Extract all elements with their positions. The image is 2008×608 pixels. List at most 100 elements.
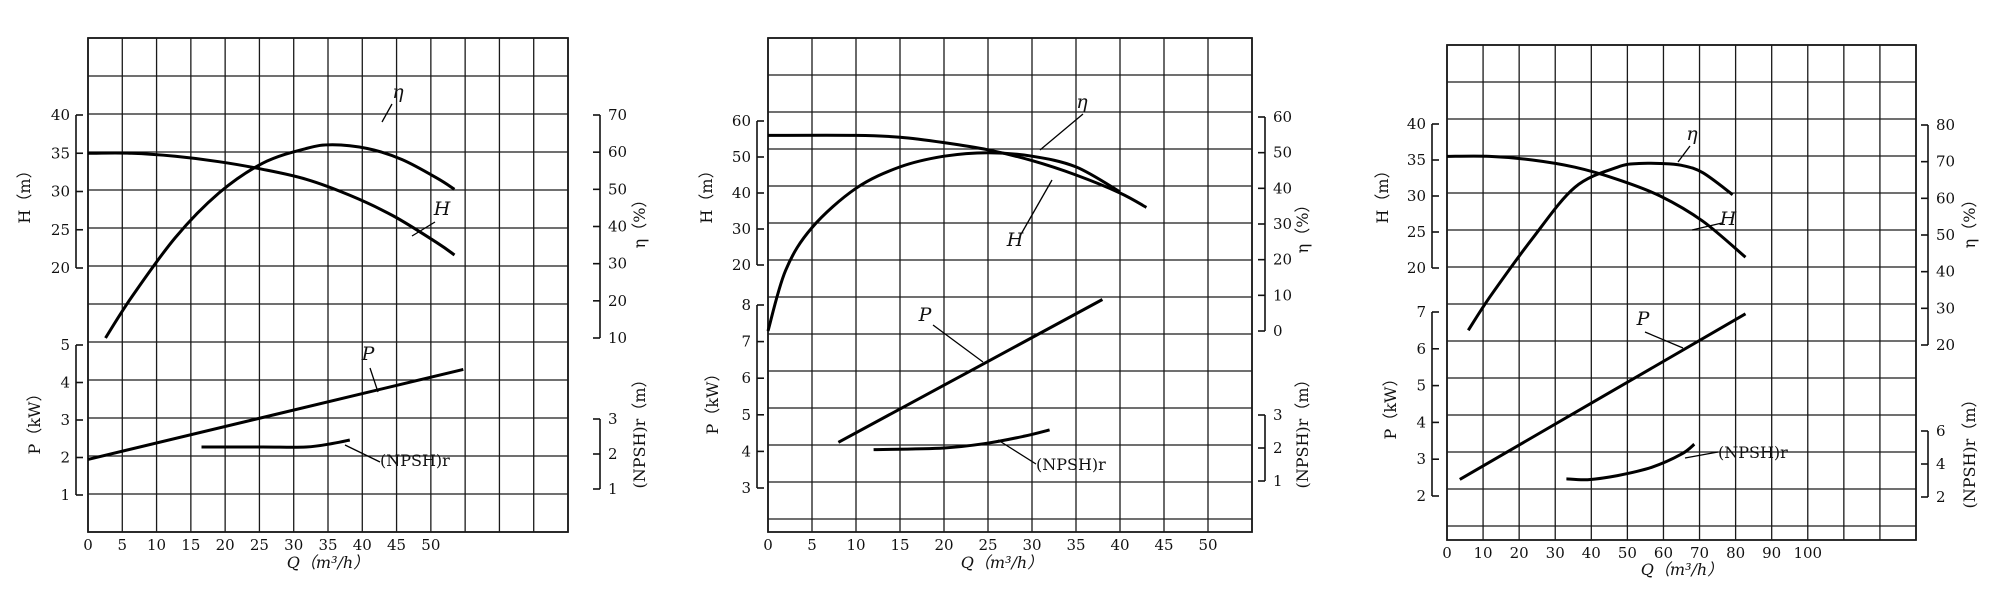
y-tick-label-npsh: 2	[1936, 488, 1946, 506]
x-tick-label: 100	[1793, 544, 1822, 562]
y-tick-label-H: 50	[732, 148, 751, 166]
y-tick-label-npsh: 1	[1273, 472, 1283, 490]
axis-eta	[1921, 124, 1929, 346]
y-tick-label-eta: 70	[1936, 153, 1955, 171]
annotation-leader	[1677, 145, 1691, 163]
y-tick-label-eta: 20	[1936, 336, 1955, 354]
x-tick-label: 40	[1110, 536, 1129, 554]
y-tick-label-H: 35	[1407, 151, 1426, 169]
y-axis-label-eta: η（%）	[1293, 197, 1312, 254]
x-tick-label: 50	[1618, 544, 1637, 562]
y-tick-label-npsh: 4	[1936, 455, 1946, 473]
y-axis-label-H: H（m）	[15, 162, 34, 223]
x-tick-label: 30	[1022, 536, 1041, 554]
series-line-P	[837, 298, 1104, 444]
annotation-leader	[381, 103, 393, 123]
y-tick-label-P: 6	[741, 369, 751, 387]
x-tick-label: 10	[846, 536, 865, 554]
annotation-leader	[1684, 451, 1719, 459]
grid	[1446, 44, 1917, 541]
x-tick-label: 20	[934, 536, 953, 554]
series-label: η	[392, 81, 404, 103]
series-line-P	[1459, 312, 1747, 481]
x-tick-label: 20	[1510, 544, 1529, 562]
x-tick-label: 50	[1198, 536, 1217, 554]
x-tick-label: 0	[1442, 544, 1452, 562]
grid	[87, 37, 569, 533]
series-line-H	[1446, 154, 1747, 259]
series-line-npsh	[201, 438, 351, 449]
x-tick-label: 30	[1546, 544, 1565, 562]
y-tick-label-eta: 30	[608, 255, 627, 273]
y-tick-label-P: 5	[60, 336, 70, 354]
y-tick-label-H: 20	[1407, 259, 1426, 277]
y-tick-label-H: 20	[51, 259, 70, 277]
y-axis-label-P: P（kW）	[25, 386, 44, 455]
y-tick-label-eta: 50	[1936, 226, 1955, 244]
series-line-H	[767, 133, 1148, 209]
y-axis-label-npsh: (NPSH)r（m）	[1293, 372, 1312, 489]
x-tick-label: 10	[147, 536, 166, 554]
series-line-eta	[104, 143, 456, 339]
y-tick-label-eta: 40	[1273, 179, 1292, 197]
series-label: η	[1076, 91, 1088, 113]
series-label: H	[433, 198, 451, 220]
x-tick-label: 40	[353, 536, 372, 554]
axis-H	[1431, 123, 1439, 269]
x-tick-label: 0	[83, 536, 93, 554]
y-tick-label-eta: 20	[608, 292, 627, 310]
annotation-leader	[1644, 331, 1684, 349]
y-tick-label-eta: 50	[608, 180, 627, 198]
axis-P	[1431, 311, 1439, 497]
x-tick-label: 25	[250, 536, 269, 554]
y-tick-label-H: 35	[51, 144, 70, 162]
y-tick-label-npsh: 2	[608, 445, 618, 463]
y-tick-label-H: 25	[1407, 223, 1426, 241]
y-tick-label-P: 7	[1416, 303, 1426, 321]
y-tick-label-eta: 80	[1936, 116, 1955, 134]
chart-panel-1: 0 5 10 15 20 25 30 35 40 45 50Q（m³/h）2025303540H（m…	[15, 37, 649, 572]
axis-npsh	[1921, 430, 1929, 498]
chart-panel-2: 0 5 10 15 20 25 30 35 40 45 50Q（m³/h）2030405060H（m…	[697, 37, 1312, 572]
x-tick-label: 0	[763, 536, 773, 554]
x-tick-label: 25	[978, 536, 997, 554]
y-axis-label-H: H（m）	[1373, 162, 1392, 223]
annotation-leader	[411, 221, 436, 237]
x-tick-label: 15	[890, 536, 909, 554]
series-label: η	[1686, 123, 1698, 145]
series-line-npsh	[873, 428, 1050, 452]
y-tick-label-eta: 70	[608, 106, 627, 124]
series-label: (NPSH)r	[380, 451, 450, 470]
y-tick-label-eta: 20	[1273, 251, 1292, 269]
annotation-leader	[369, 367, 379, 393]
axis-P	[756, 304, 764, 489]
x-axis-label: Q（m³/h）	[961, 553, 1043, 572]
y-axis-label-npsh: (NPSH)r（m）	[630, 372, 649, 489]
annotation-leader	[997, 439, 1037, 465]
series-label: (NPSH)r	[1036, 455, 1106, 474]
x-axis-label: Q（m³/h）	[1641, 560, 1723, 579]
series-label: H	[1006, 229, 1024, 251]
y-tick-label-P: 3	[60, 411, 70, 429]
y-tick-label-H: 60	[732, 112, 751, 130]
axis-eta	[1258, 116, 1266, 332]
x-tick-label: 5	[118, 536, 128, 554]
y-tick-label-eta: 30	[1936, 299, 1955, 317]
plot-frame	[1446, 44, 1917, 541]
y-tick-label-eta: 10	[608, 329, 627, 347]
y-tick-label-H: 30	[1407, 187, 1426, 205]
x-tick-label: 5	[807, 536, 817, 554]
y-axis-label-eta: η（%）	[1960, 192, 1979, 249]
y-axis-label-P: P（kW）	[703, 366, 722, 435]
y-tick-label-eta: 60	[608, 143, 627, 161]
axis-npsh	[593, 418, 601, 490]
y-tick-label-H: 40	[1407, 115, 1426, 133]
x-tick-label: 50	[421, 536, 440, 554]
y-tick-label-H: 30	[51, 183, 70, 201]
annotation-leader	[1039, 113, 1084, 151]
y-tick-label-P: 5	[1416, 377, 1426, 395]
x-tick-label: 30	[284, 536, 303, 554]
x-tick-label: 90	[1762, 544, 1781, 562]
series-line-eta	[766, 151, 1121, 332]
